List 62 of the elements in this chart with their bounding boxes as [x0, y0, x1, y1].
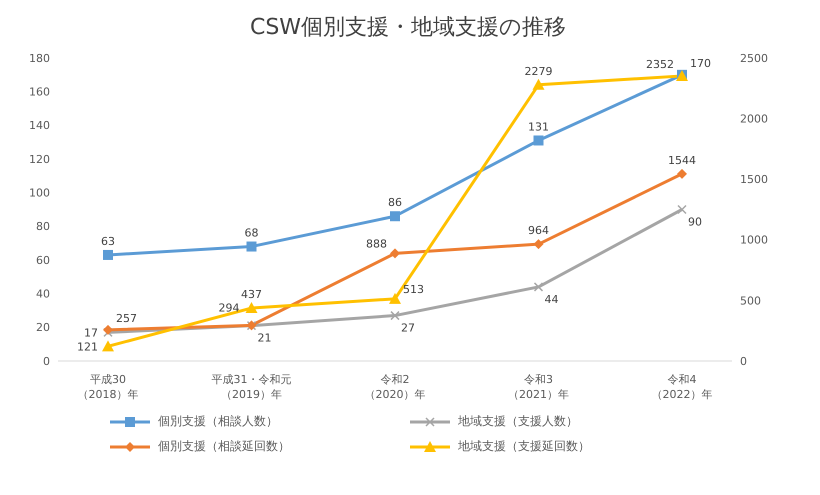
y-tick-label: 40 — [36, 288, 50, 301]
data-label: 131 — [528, 120, 549, 134]
x-tick-label: 令和3（2021）年 — [508, 373, 569, 401]
point — [534, 282, 544, 292]
legend-label: 地域支援（支援人数） — [458, 413, 578, 430]
data-label: 17 — [84, 326, 98, 340]
data-label: 2352 — [646, 58, 674, 71]
point — [534, 135, 544, 146]
y-tick-label: 0 — [43, 354, 50, 368]
y-tick-label: 60 — [36, 254, 50, 267]
y-tick-label: 100 — [29, 186, 50, 200]
data-label: 27 — [401, 322, 415, 335]
chart-title: CSW個別支援・地域支援の推移 — [248, 14, 568, 42]
point — [677, 204, 687, 214]
data-label: 513 — [403, 282, 424, 296]
data-label: 121 — [77, 340, 98, 354]
data-label: 888 — [366, 237, 387, 250]
y2-tick-label: 1500 — [740, 173, 768, 186]
data-label: 63 — [101, 234, 115, 248]
point — [389, 292, 401, 304]
legend-label: 個別支援（相談人数） — [158, 413, 278, 430]
data-label: 2279 — [524, 64, 552, 78]
data-label: 294 — [218, 301, 240, 314]
data-label: 964 — [528, 224, 549, 238]
legend-label: 地域支援（支援延回数） — [458, 438, 590, 455]
point — [102, 340, 114, 352]
data-label: 68 — [244, 226, 258, 240]
x-tick-label: 令和2（2020）年 — [364, 373, 426, 401]
y-tick-label: 180 — [29, 52, 50, 65]
data-label: 21 — [258, 332, 272, 345]
point — [103, 328, 113, 338]
x-tick-label: 令和4（2022）年 — [652, 373, 712, 401]
x-tick-label: 平成31・令和元（2019）年 — [212, 373, 292, 401]
point — [534, 239, 544, 250]
point — [246, 302, 258, 314]
y2-tick-label: 2500 — [740, 52, 768, 65]
y-tick-label: 120 — [29, 152, 50, 166]
y2-tick-label: 0 — [740, 354, 747, 368]
data-label: 90 — [688, 216, 702, 228]
y-tick-label: 80 — [36, 220, 50, 234]
y-tick-label: 160 — [29, 86, 50, 99]
point — [103, 324, 113, 335]
data-label: 1544 — [668, 154, 696, 167]
data-label: 437 — [241, 288, 262, 302]
point — [103, 250, 113, 260]
x-tick-label: 平成30（2018）年 — [78, 373, 138, 401]
point — [532, 78, 544, 90]
y2-tick-label: 1000 — [740, 234, 768, 247]
data-label: 170 — [690, 56, 711, 70]
data-label: 257 — [116, 312, 137, 325]
point — [390, 211, 400, 222]
y2-tick-label: 500 — [740, 294, 761, 308]
y-tick-label: 140 — [29, 119, 50, 132]
point — [390, 248, 400, 258]
legend-label: 個別支援（相談延回数） — [158, 438, 290, 455]
y-tick-label: 20 — [36, 321, 50, 334]
point — [246, 242, 256, 252]
point — [390, 310, 400, 320]
data-label: 86 — [388, 196, 402, 210]
point — [677, 168, 687, 179]
data-label: 44 — [544, 292, 558, 306]
y2-tick-label: 2000 — [740, 112, 768, 126]
